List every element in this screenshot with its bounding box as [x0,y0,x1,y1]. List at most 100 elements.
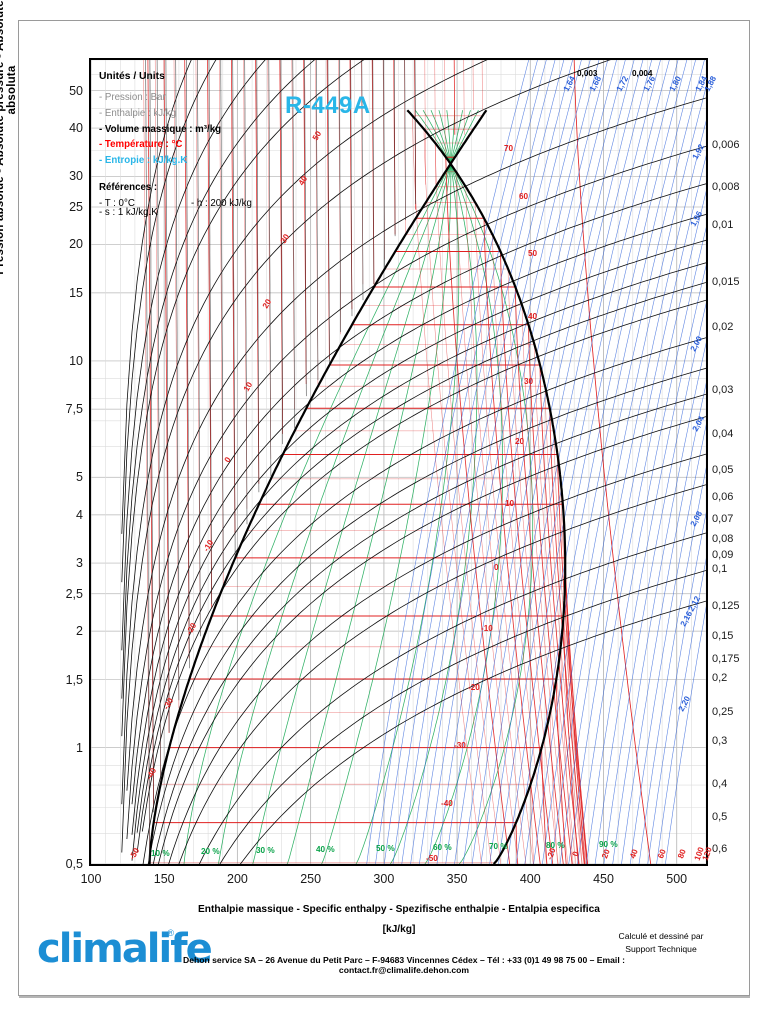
footer-divider [19,996,750,998]
isotherm-label-right: 30 [524,377,534,386]
reference-row: - T : 0°C - h : 200 kJ/kg [99,197,314,209]
y-axis-tick: 5 [76,470,83,485]
y-axis-tick-labels: 50 40 30 25 20 15 10 7,5 5 4 3 2,5 2 1,5 1 0,5 [30,58,83,871]
right-axis-tick: 0,175 [712,653,740,665]
y-axis-tick: 25 [69,200,83,215]
isotherm-label-right: -20 [468,683,480,692]
right-axis-tick: 0,1 [712,563,728,575]
y-axis-title: Pression absolue - Absolute pressure - A… [0,0,18,275]
right-axis-tick: 0,015 [712,276,740,288]
legend-item: - Volume massique : m³/kg [99,123,222,135]
isotherm-label-right: -30 [454,741,466,750]
isochore-label: 0,003 [577,69,598,78]
y-axis-tick: 20 [69,237,83,252]
x-axis-tick: 200 [226,872,248,886]
y-axis-tick: 3 [76,556,83,571]
plot-area: 50 40 30 20 10 0 -10 -20 -30 -40 -50 70 60 50 40 30 20 10… [89,58,718,866]
x-axis-tick-labels: 100 150 200 250 300 350 400 450 500 [81,872,708,892]
right-axis-tick: 0,04 [712,428,734,440]
legend-item: - Pression : Bar [99,92,166,104]
isotherm-label-right: 60 [519,192,529,201]
quality-label: 20 % [201,847,220,856]
right-axis-tick: 0,006 [712,139,740,151]
climalife-logo: climalife ® [37,926,213,972]
quality-label: 70 % [489,842,508,851]
right-axis-tick: 0,3 [712,735,728,747]
legend-item-list: - Pression : Bar - Enthalpie : kJ/kg - Vol… [99,93,314,166]
x-axis-tick: 150 [153,872,175,886]
y-axis-tick: 50 [69,83,83,98]
right-axis-tick: 0,02 [712,321,734,333]
y-axis-tick: 2 [76,624,83,639]
isotherm-label-right: 20 [515,437,525,446]
y-axis-tick: 1,5 [65,672,83,687]
reference-left: - s : 1 kJ/kg.K [99,207,158,219]
legend-header: Unités / Units [99,71,165,82]
right-axis-tick: 0,008 [712,181,740,193]
x-axis-tick: 450 [593,872,614,886]
isochore-label: 0,004 [632,69,653,78]
registered-icon: ® [167,928,174,938]
x-axis-tick: 100 [80,872,102,886]
isotherm-label-right: 50 [528,249,538,258]
quality-label: 30 % [256,846,275,855]
isotherm-label-right: -50 [426,854,438,863]
quality-label: 90 % [599,840,618,849]
right-axis-tick: 0,25 [712,706,734,718]
references-header: Références : [99,181,158,193]
isotherm-label-right: 70 [504,144,514,153]
credit-block: Calculé et dessiné par Support Technique [591,930,731,957]
x-axis-tick: 400 [519,872,541,886]
right-axis-tick-labels: 0,006 0,008 0,01 0,015 0,02 0,03 0,04 0,05 0,06 0… [712,58,764,866]
right-axis-tick: 0,09 [712,549,734,561]
isotherm-label-right: 0 [494,563,499,572]
quality-label: 50 % [376,844,395,853]
right-axis-tick: 0,05 [712,464,734,476]
y-axis-tick: 1 [76,740,83,755]
right-axis-tick: 0,01 [712,219,734,231]
x-axis-unit: [kJ/kg] [382,924,416,935]
x-axis-tick: 350 [446,872,468,886]
legend-item: - Enthalpie : kJ/kg [99,108,176,119]
footer: climalife ® Enthalpie massique - Specifi… [19,898,749,995]
refrigerant-title: R-449A [285,92,371,119]
right-axis-tick: 0,4 [712,778,728,790]
credit-line-2: Support Technique [625,944,697,955]
quality-label: 10 % [151,849,170,858]
right-axis-tick: 0,15 [712,630,734,642]
x-axis-tick: 300 [373,872,395,886]
legend-item: - Entropie : kJ/kg.K [99,155,188,167]
right-axis-tick: 0,06 [712,491,734,503]
right-axis-tick: 0,2 [712,672,728,684]
x-axis-tick: 250 [300,872,322,886]
y-axis-tick: 2,5 [65,586,83,601]
quality-label: 80 % [546,841,565,850]
isotherm-label-right: -10 [481,624,493,633]
right-axis-tick: 0,125 [712,600,740,612]
quality-label: 40 % [316,845,335,854]
logo-wordmark: climalife [37,926,213,972]
credit-line-1: Calculé et dessiné par [618,931,704,941]
right-axis-tick: 0,6 [712,843,728,855]
reference-left: - T : 0°C [99,197,135,209]
y-axis-tick: 4 [76,507,83,522]
quality-label: 60 % [433,843,452,852]
references-list: - T : 0°C - h : 200 kJ/kg - s : 1 kJ/kg.K [99,197,314,219]
plot-canvas: 50 40 30 20 10 0 -10 -20 -30 -40 -50 70 60 50 40 30 20 10… [89,58,718,866]
chart-svg [91,60,706,864]
right-axis-tick: 0,03 [712,384,734,396]
y-axis-tick: 30 [69,169,83,184]
right-axis-tick: 0,07 [712,513,734,525]
isotherm-label-right: -40 [441,799,453,808]
y-axis-tick: 40 [69,121,83,136]
isotherm-label-right: 10 [505,499,515,508]
reference-right: - h : 200 kJ/kg [191,197,252,209]
x-axis-title: Enthalpie massique - Specific enthalpy -… [198,904,600,915]
right-axis-tick: 0,08 [712,533,734,545]
legend-item: - Température : °C [99,139,183,151]
units-legend: Unités / Units - Pression : Bar - Enthalp… [99,71,314,219]
company-contact-line: Dehon service SA – 26 Avenue du Petit Pa… [183,955,625,975]
isotherm-label-right: 40 [528,312,538,321]
x-axis-tick: 500 [666,872,688,886]
